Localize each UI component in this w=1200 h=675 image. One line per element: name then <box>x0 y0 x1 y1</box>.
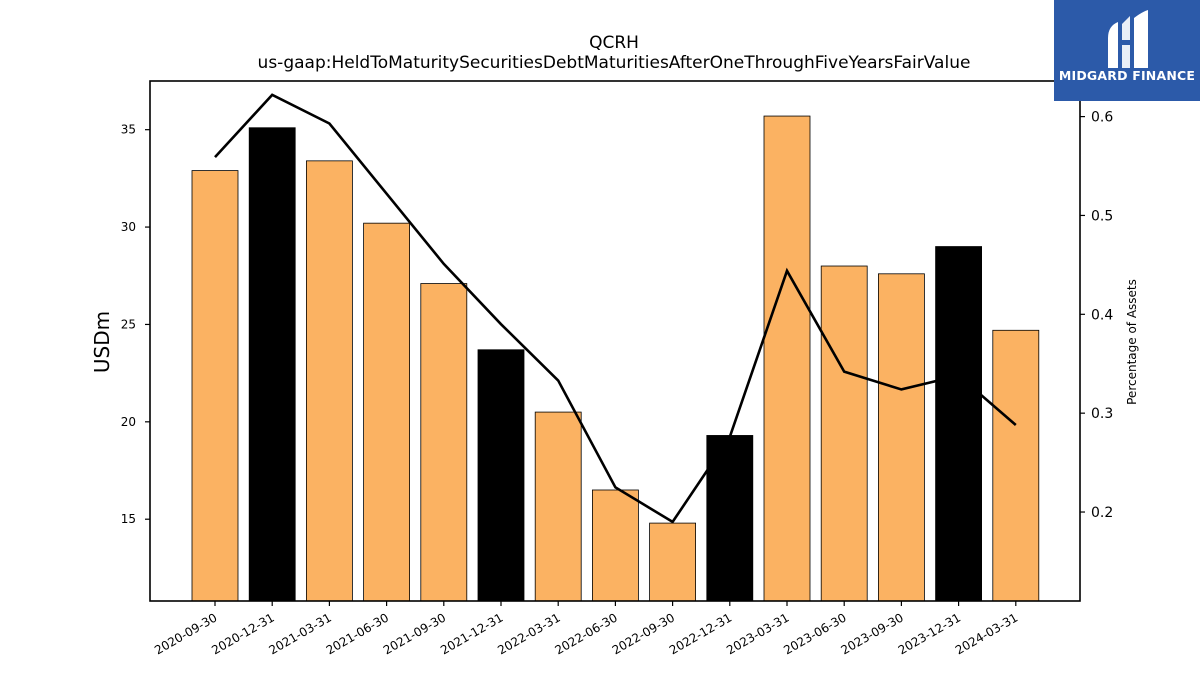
bar <box>248 127 296 602</box>
bar <box>649 522 696 602</box>
y-tick-label: 35 <box>121 123 136 137</box>
bar <box>305 160 353 602</box>
line-series <box>214 93 1017 524</box>
x-tick-label: 2024-03-31 <box>953 610 1020 657</box>
bar <box>763 115 811 602</box>
logo-mark-icon <box>1108 10 1148 68</box>
y-tick-label: 20 <box>121 415 136 429</box>
x-tick-label: 2021-06-30 <box>324 610 391 657</box>
x-tick-label: 2023-03-31 <box>724 610 791 657</box>
bar <box>191 170 239 602</box>
y-right-tick-label: 0.4 <box>1091 307 1113 323</box>
x-tick-label: 2021-09-30 <box>381 610 448 657</box>
bar <box>477 349 525 602</box>
x-tick-label: 2023-06-30 <box>781 610 848 657</box>
x-tick-label: 2022-09-30 <box>610 610 677 657</box>
y-axis-label: USDm <box>90 311 114 373</box>
y-axis-right-label: Percentage of Assets <box>1125 279 1139 405</box>
x-tick-label: 2022-06-30 <box>552 610 619 657</box>
bar <box>534 411 582 602</box>
brand-logo: MIDGARD FINANCE <box>1054 0 1200 101</box>
chart-subtitle: us-gaap:HeldToMaturitySecuritiesDebtMatu… <box>258 53 971 73</box>
logo-text: MIDGARD FINANCE <box>1058 68 1196 83</box>
y-tick-label: 25 <box>121 317 136 331</box>
bar <box>935 246 982 602</box>
y-right-tick-label: 0.5 <box>1091 208 1113 224</box>
y-right-tick-label: 0.6 <box>1091 110 1113 126</box>
y-tick-label: 15 <box>121 512 136 526</box>
x-tick-label: 2022-03-31 <box>495 610 562 657</box>
x-tick-label: 2022-12-31 <box>667 610 734 657</box>
y-tick-label: 30 <box>121 220 136 234</box>
bar <box>592 489 639 602</box>
bar <box>363 222 411 602</box>
bar <box>820 265 868 602</box>
bar <box>706 435 754 602</box>
chart-title: QCRH <box>589 33 639 53</box>
x-tick-label: 2023-12-31 <box>896 610 963 657</box>
bar <box>878 273 925 602</box>
x-tick-label: 2023-09-30 <box>838 610 905 657</box>
y-right-tick-label: 0.2 <box>1091 505 1113 521</box>
x-tick-label: 2020-09-30 <box>152 610 219 657</box>
y-right-tick-label: 0.3 <box>1091 406 1113 422</box>
x-tick-label: 2021-03-31 <box>266 610 333 657</box>
line-group <box>214 93 1017 524</box>
bar <box>992 329 1040 602</box>
x-tick-label: 2021-12-31 <box>438 610 505 657</box>
x-tick-label: 2020-12-31 <box>209 610 276 657</box>
bar-group <box>191 115 1040 602</box>
bar <box>420 283 468 602</box>
